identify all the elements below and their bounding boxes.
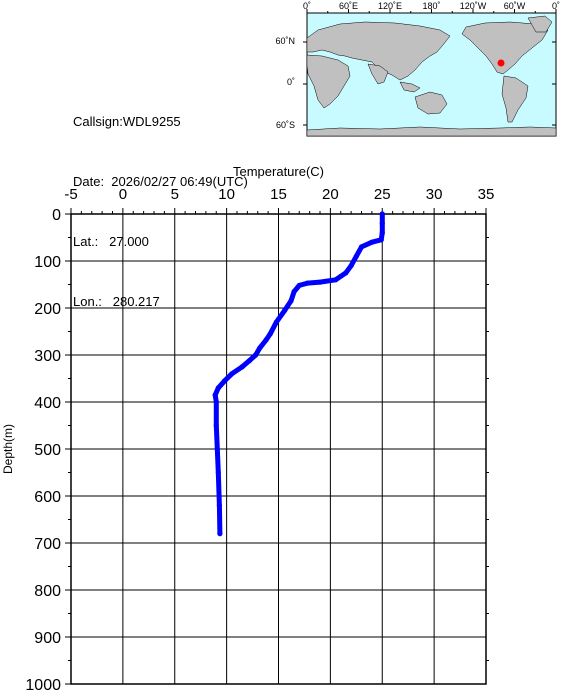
profile-point [369,239,375,245]
profile-point [348,263,354,269]
profile-point [212,392,218,398]
profile-point [246,358,253,364]
profile-point [304,280,311,286]
profile-point [379,230,385,236]
landmass-se-asia [399,81,421,93]
map-land [306,15,557,137]
y-tick-label: 300 [34,348,61,365]
station-marker [497,59,505,67]
landmass-eurasia [306,21,451,81]
map-lon-label: 60˚W [504,1,526,11]
callsign-text: Callsign:WDL9255 [73,114,181,129]
profile-point [217,531,223,537]
map-left-labels: 60˚N 0˚ 60˚S [275,36,295,130]
profile-point [378,237,384,243]
x-tick-label: -5 [64,186,77,203]
lat-text: Lat.: 27.000 [73,234,149,249]
x-tick-labels: -5 0 5 10 15 20 25 30 35 [64,186,494,203]
x-tick-label: 0 [119,186,127,203]
x-tick-label: 5 [171,186,179,203]
map-lon-label: 120˚W [460,1,487,11]
lon-text: Lon.: 280.217 [73,294,160,309]
y-tick-label: 500 [34,442,61,459]
x-tick-label: 10 [218,186,235,203]
profile-point [221,378,228,384]
x-tick-label: 15 [270,186,287,203]
x-tick-label: 20 [322,186,339,203]
x-tick-label: 35 [478,186,495,203]
y-tick-label: 0 [52,207,61,224]
landmass-north-america [461,21,549,75]
world-map: 0˚ 60˚E 120˚E 180˚ 120˚W 60˚W 0˚ 60˚N 0˚… [275,1,560,137]
profile-point [215,385,221,391]
map-lon-label: 0˚ [303,1,311,11]
profile-point [332,277,339,283]
profile-chart: -5 0 5 10 15 20 25 30 35 01002003004005006007008… [1,164,494,690]
landmass-antarctica [306,126,557,137]
profile-points [212,211,385,537]
x-tick-label: 30 [426,186,443,203]
profile-point [288,298,294,304]
profile-point [216,502,222,508]
profile-point [296,282,302,289]
map-top-labels: 0˚ 60˚E 120˚E 180˚ 120˚W 60˚W 0˚ [303,1,560,11]
profile-point [353,253,359,259]
y-tick-label: 800 [34,583,61,600]
profile-point [291,288,297,295]
map-lon-label: 180˚ [422,1,440,11]
y-tick-label: 1000 [25,677,61,690]
profile-point [229,371,235,377]
y-tick-label: 400 [34,395,61,412]
map-lat-label: 60˚S [276,120,295,130]
profile-point [253,352,259,358]
map-lon-label: 0˚ [552,1,560,11]
y-axis-label: Depth(m) [1,424,15,474]
landmass-australia [414,91,448,115]
profile-point [215,469,221,476]
profile-point [317,279,323,285]
profile-point [379,220,385,226]
x-axis-label: Temperature(C) [233,164,324,179]
landmass-greenland [527,15,553,33]
y-tick-label: 900 [34,630,61,647]
profile-point [358,244,365,250]
profile-point [267,331,273,337]
profile-point [273,319,280,325]
profile-point [213,399,219,405]
map-lon-label: 60˚E [339,1,358,11]
y-tick-label: 200 [34,301,61,318]
profile-point [257,345,263,351]
profile-point [239,364,245,370]
map-lat-label: 0˚ [287,77,295,87]
landmass-india [367,63,389,85]
x-tick-label: 25 [374,186,391,203]
y-tick-label: 100 [34,254,61,271]
map-lon-label: 120˚E [378,1,402,11]
profile-point [343,270,349,276]
map-ticks [303,9,557,126]
profile-point [213,422,219,429]
landmass-africa [306,54,351,109]
plot-frame [70,213,487,685]
y-tick-labels: 0 100 200 300 400 500 600 700 800 900 1000 [25,207,61,690]
landmass-south-america [501,75,529,123]
y-tick-label: 600 [34,489,61,506]
profile-point [214,446,220,452]
y-tick-label: 700 [34,536,61,553]
station-info: Callsign:WDL9255 Date: 2026/02/27 06:49(… [73,72,248,332]
map-lat-label: 60˚N [275,36,295,46]
profile-point [379,211,385,217]
profile-point [282,307,288,313]
date-text: Date: 2026/02/27 06:49(UTC) [73,174,248,189]
profile-point [263,337,269,343]
